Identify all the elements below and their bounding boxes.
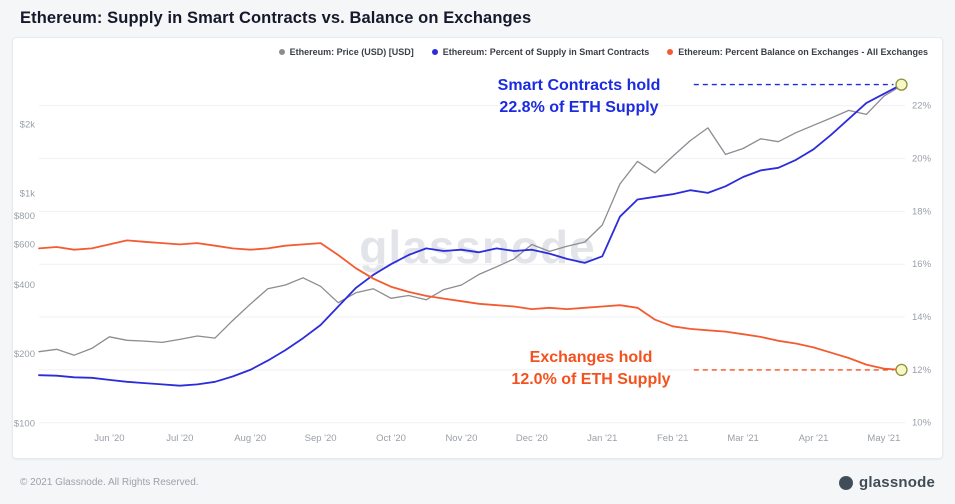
x-axis-tick-label: Mar '21: [727, 433, 758, 444]
page-header: Ethereum: Supply in Smart Contracts vs. …: [0, 0, 955, 37]
glassnode-brand: glassnode: [839, 474, 935, 491]
left-axis-tick-label: $400: [14, 280, 35, 291]
chart[interactable]: $2k $1k $800 $600 $400 $200 $100 22% 20% 18% 16% 14…: [13, 38, 942, 458]
x-axis-tick-label: Aug '20: [234, 433, 266, 444]
chart-card: Ethereum: Price (USD) [USD] Ethereum: Per…: [12, 37, 943, 459]
annotation-exchanges: Exchanges hold 12.0% of ETH Supply: [511, 349, 670, 388]
annotation-smart-contracts: Smart Contracts hold 22.8% of ETH Supply: [498, 77, 661, 116]
page-title: Ethereum: Supply in Smart Contracts vs. …: [20, 9, 532, 27]
x-axis-tick-label: Feb '21: [657, 433, 688, 444]
glassnode-logo-icon: [839, 475, 853, 490]
left-axis-tick-label: $200: [14, 349, 35, 360]
legend-item-exchanges[interactable]: Ethereum: Percent Balance on Exchanges -…: [667, 47, 928, 57]
legend-dot-icon: [431, 49, 438, 55]
right-axis-tick-label: 16%: [912, 259, 932, 270]
x-axis-tick-label: Sep '20: [305, 433, 337, 444]
legend-item-label: Ethereum: Price (USD) [USD]: [289, 47, 414, 57]
legend-item-label: Ethereum: Percent Balance on Exchanges -…: [678, 47, 928, 57]
right-axis-tick-label: 18%: [912, 206, 932, 217]
endpoint-marker-exchanges: [895, 363, 908, 377]
left-axis-tick-label: $2k: [20, 119, 36, 130]
x-axis-tick-label: Apr '21: [799, 433, 829, 444]
right-axis-tick-label: 12%: [912, 365, 932, 376]
price-line: [38, 84, 903, 356]
legend-dot-icon: [278, 49, 285, 55]
legend-item-price[interactable]: Ethereum: Price (USD) [USD]: [278, 47, 414, 57]
chart-legend: Ethereum: Price (USD) [USD] Ethereum: Per…: [278, 47, 928, 57]
legend-item-smart-contracts[interactable]: Ethereum: Percent of Supply in Smart Con…: [431, 47, 650, 57]
x-axis-tick-label: May '21: [867, 433, 900, 444]
x-axis-tick-label: Jul '20: [166, 433, 193, 444]
page-footer: © 2021 Glassnode. All Rights Reserved. g…: [0, 459, 955, 491]
left-axis-tick-label: $100: [14, 418, 35, 429]
x-axis-tick-label: Jan '21: [587, 433, 617, 444]
left-axis-tick-label: $1k: [20, 189, 36, 200]
x-axis-tick-label: Dec '20: [516, 433, 548, 444]
glassnode-wordmark: glassnode: [859, 474, 935, 491]
legend-item-label: Ethereum: Percent of Supply in Smart Con…: [442, 47, 650, 57]
right-axis-tick-label: 14%: [912, 312, 932, 323]
exchanges-line: [38, 239, 903, 371]
right-axis-tick-label: 20%: [912, 154, 932, 165]
legend-dot-icon: [667, 49, 674, 55]
copyright-text: © 2021 Glassnode. All Rights Reserved.: [20, 477, 199, 488]
smart-contracts-line: [38, 83, 903, 387]
right-axis-tick-label: 22%: [912, 101, 932, 112]
right-axis-tick-label: 10%: [912, 418, 932, 429]
left-axis-tick-label: $600: [14, 240, 35, 251]
x-axis-tick-label: Nov '20: [445, 433, 477, 444]
x-axis-tick-label: Jun '20: [94, 433, 124, 444]
x-axis-tick-label: Oct '20: [376, 433, 406, 444]
left-axis-tick-label: $800: [14, 211, 35, 222]
endpoint-marker-smart-contracts: [895, 78, 908, 91]
